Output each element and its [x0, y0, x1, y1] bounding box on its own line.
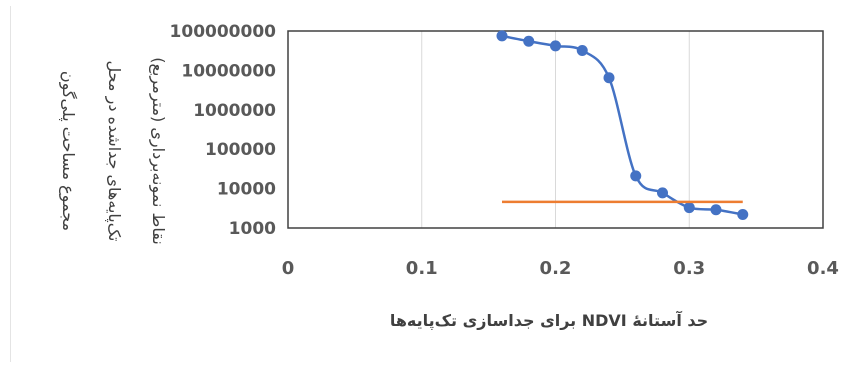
- y-axis-label: مجموع مساحت پلی‌گون تک‌پایه‌های جداشده در…: [58, 57, 168, 245]
- series-layer: [496, 30, 749, 221]
- y-tick-label: 1000000: [193, 101, 276, 121]
- x-tick-label: 0.3: [673, 258, 705, 279]
- x-axis-ticks: 0 0.1 0.2 0.3 0.4: [282, 258, 839, 279]
- y-tick-label: 100000: [205, 140, 276, 160]
- chart-frame: 1000 10000 100000 1000000 10000000 100000000 …: [10, 6, 863, 362]
- y-label-line: مجموع مساحت پلی‌گون: [58, 71, 78, 231]
- data-point: [523, 35, 535, 47]
- data-point: [683, 202, 695, 214]
- data-point: [737, 209, 749, 221]
- x-tick-label: 0: [282, 258, 295, 279]
- data-point: [657, 187, 668, 199]
- y-tick-label: 100000000: [170, 22, 277, 42]
- data-point: [496, 30, 508, 42]
- data-point: [576, 44, 588, 56]
- y-tick-label: 10000000: [181, 61, 276, 81]
- data-point: [550, 40, 561, 52]
- x-tick-label: 0.1: [406, 258, 438, 279]
- y-label-line: تک‌پایه‌های جداشده در محل: [104, 60, 124, 241]
- data-point: [630, 170, 642, 182]
- data-point: [710, 204, 722, 216]
- plot-area-border: [287, 30, 824, 229]
- series-line-blue: [501, 34, 743, 216]
- gridlines: [421, 31, 690, 228]
- x-tick-label: 0.2: [540, 258, 572, 279]
- ndvi-threshold-chart: 100010000100000100000010000000100000000 …: [58, 22, 839, 331]
- y-label-line: نقاط نمونه‌برداری (مترمربع): [148, 57, 168, 245]
- x-axis-label: حد آستانهٔ NDVI برای جداسازی تک‌پایه‌ها: [390, 310, 708, 331]
- y-axis-ticks: 1000 10000 100000 1000000 10000000 100000000: [170, 22, 277, 239]
- y-tick-label: 1000: [229, 219, 276, 239]
- y-tick-label: 10000: [217, 180, 276, 200]
- x-tick-label: 0.4: [807, 258, 839, 279]
- data-point: [603, 72, 615, 84]
